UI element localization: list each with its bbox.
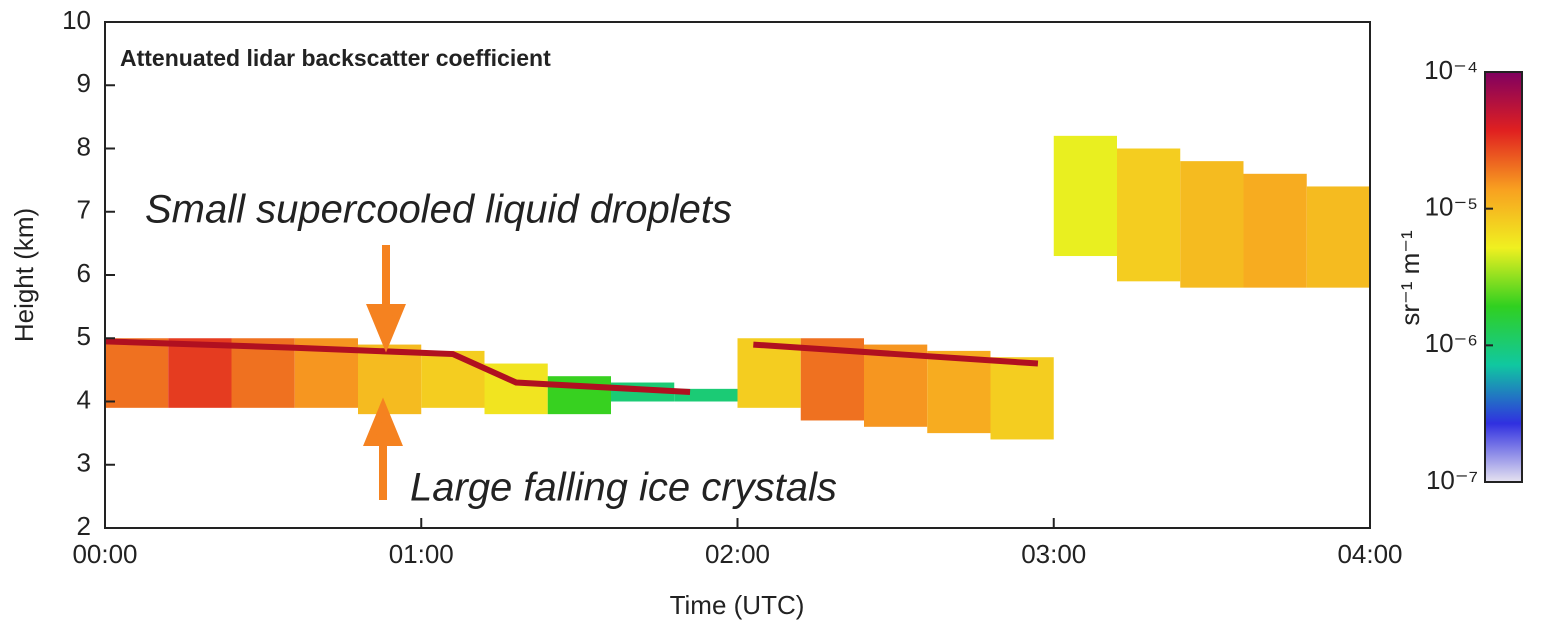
y-tick-label: 8: [77, 131, 91, 161]
cloud-cell: [990, 357, 1054, 440]
cloud-cell: [421, 350, 485, 408]
y-tick-label: 9: [77, 68, 91, 98]
cloud-cell: [1053, 135, 1117, 257]
cloud-cell: [358, 344, 422, 415]
x-tick-label: 04:00: [1337, 539, 1402, 569]
arrow: [366, 245, 406, 353]
colorbar-tick-label: 10⁻⁶: [1425, 328, 1478, 358]
x-tick-label: 02:00: [705, 539, 770, 569]
y-tick-label: 10: [62, 5, 91, 35]
cloud-cell: [105, 338, 169, 408]
arrow: [363, 397, 403, 500]
x-axis-label: Time (UTC): [670, 590, 805, 620]
y-axis-label: Height (km): [9, 208, 39, 342]
cloud-cell: [1180, 161, 1244, 288]
colorbar: [1484, 71, 1523, 483]
y-tick-label: 6: [77, 258, 91, 288]
y-tick-label: 4: [77, 384, 91, 414]
cloud-cell: [927, 350, 991, 434]
y-tick-label: 2: [77, 511, 91, 541]
x-tick-label: 01:00: [389, 539, 454, 569]
cloud-cell: [1306, 186, 1370, 288]
x-tick-label: 03:00: [1021, 539, 1086, 569]
colorbar-tick-label: 10⁻⁴: [1424, 55, 1478, 85]
annotation: Large falling ice crystals: [410, 466, 837, 510]
liquid-layer-line: [104, 338, 1039, 396]
colorbar-tick-label: 10⁻⁵: [1425, 192, 1478, 222]
annotation: Small supercooled liquid droplets: [145, 188, 732, 232]
cloud-cell: [168, 338, 232, 408]
y-tick-label: 3: [77, 448, 91, 478]
cloud-cell: [1117, 148, 1181, 282]
cloud-cell: [1243, 173, 1307, 288]
chart-title: Attenuated lidar backscatter coefficient: [120, 45, 551, 71]
colorbar-label: sr⁻¹ m⁻¹: [1395, 230, 1425, 326]
colorbar-tick-label: 10⁻⁷: [1426, 465, 1478, 495]
y-tick-label: 7: [77, 195, 91, 225]
heatmap: [104, 135, 1370, 440]
x-tick-label: 00:00: [72, 539, 137, 569]
y-tick-label: 5: [77, 321, 91, 351]
